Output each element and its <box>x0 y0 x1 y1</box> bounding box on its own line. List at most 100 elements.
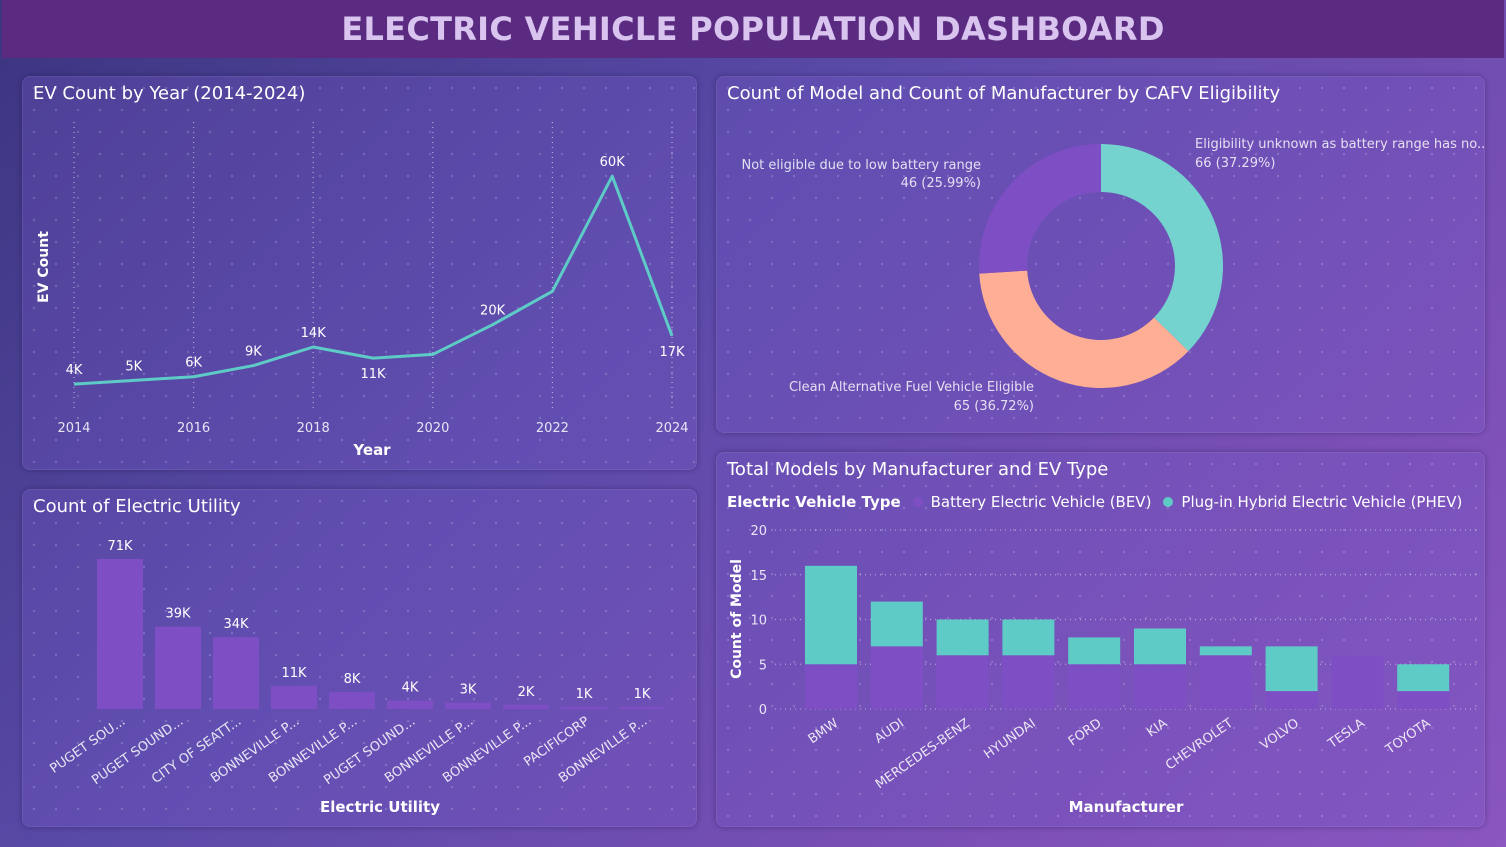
bar-phev-1 <box>870 601 923 647</box>
manufacturer-label-7: VOLVO <box>1258 716 1302 753</box>
manufacturer-label-1: AUDI <box>872 716 907 747</box>
bar-phev-6 <box>1199 646 1252 656</box>
utility-value-label-1: 39K <box>165 607 191 622</box>
utility-bar-4 <box>329 692 375 709</box>
dashboard-header: ELECTRIC VEHICLE POPULATION DASHBOARD <box>2 0 1504 58</box>
y-tick-label: 5 <box>759 658 767 673</box>
data-label-2015: 5K <box>125 359 142 374</box>
ev-type-legend: Electric Vehicle Type Battery Electric V… <box>727 493 1462 511</box>
legend-title: Electric Vehicle Type <box>727 493 901 511</box>
cafv-eligibility-title: Count of Model and Count of Manufacturer… <box>727 83 1281 104</box>
x-tick-label: 2020 <box>416 421 449 436</box>
slice-label-value-2: 46 (25.99%) <box>901 176 981 191</box>
bar-bev-0 <box>805 664 857 709</box>
x-axis-title: Electric Utility <box>320 798 440 816</box>
bar-phev-2 <box>936 619 989 656</box>
x-axis-title: Manufacturer <box>1069 798 1184 816</box>
electric-utility-panel[interactable]: Count of Electric Utility 71K PUGET SOU..… <box>22 489 697 827</box>
x-tick-label: 2018 <box>297 421 330 436</box>
cafv-donut-chart[interactable]: Eligibility unknown as battery range has… <box>717 77 1484 432</box>
bar-bev-1 <box>870 646 923 709</box>
x-tick-label: 2024 <box>655 421 688 436</box>
bar-phev-4 <box>1068 637 1121 665</box>
ev-count-by-year-title: EV Count by Year (2014-2024) <box>33 83 306 104</box>
utility-bar-2 <box>213 637 259 709</box>
data-label-2021: 20K <box>480 304 506 319</box>
y-axis-title: EV Count <box>36 231 52 303</box>
slice-label-name-0: Eligibility unknown as battery range has… <box>1195 137 1484 152</box>
manufacturer-label-5: KIA <box>1144 716 1170 741</box>
slice-label-value-1: 65 (36.72%) <box>954 399 1034 414</box>
bar-bev-5 <box>1134 664 1186 709</box>
slice-label-name-2: Not eligible due to low battery range <box>741 158 981 173</box>
utility-value-label-3: 11K <box>281 666 307 681</box>
legend-phev-swatch <box>1163 497 1174 507</box>
y-tick-label: 15 <box>750 569 767 584</box>
utility-value-label-5: 4K <box>402 681 419 696</box>
bar-bev-6 <box>1199 655 1252 709</box>
manufacturer-label-8: TESLA <box>1325 716 1368 752</box>
utility-bar-0 <box>97 559 143 709</box>
dashboard-title: ELECTRIC VEHICLE POPULATION DASHBOARD <box>341 10 1165 48</box>
slice-label-value-0: 66 (37.29%) <box>1195 156 1275 171</box>
manufacturer-label-3: HYUNDAI <box>981 716 1038 762</box>
legend-phev-label[interactable]: Plug-in Hybrid Electric Vehicle (PHEV) <box>1181 493 1463 511</box>
bar-bev-2 <box>936 655 989 709</box>
bar-bev-3 <box>1002 655 1055 709</box>
utility-value-label-9: 1K <box>634 687 651 702</box>
bar-phev-5 <box>1134 628 1186 665</box>
y-tick-label: 0 <box>759 703 767 718</box>
models-by-manufacturer-title: Total Models by Manufacturer and EV Type <box>727 459 1109 480</box>
utility-value-label-7: 2K <box>518 685 535 700</box>
data-label-2016: 6K <box>185 356 202 371</box>
ev-count-line-chart[interactable]: 2014 2016 2018 2020 2022 2024 4K 5K 6K 9K 14K 11K 20… <box>23 77 696 469</box>
y-tick-label: 20 <box>750 524 767 539</box>
bar-phev-7 <box>1265 646 1318 692</box>
utility-bar-5 <box>387 700 433 709</box>
slice-label-name-1: Clean Alternative Fuel Vehicle Eligible <box>789 380 1034 395</box>
ev-count-by-year-panel[interactable]: EV Count by Year (2014-2024) 2014 2016 201… <box>22 76 697 470</box>
donut-slice-0 <box>1101 144 1223 352</box>
bar-bev-8 <box>1331 655 1384 709</box>
data-label-2019: 11K <box>360 367 386 382</box>
y-tick-label: 10 <box>750 614 767 629</box>
electric-utility-title: Count of Electric Utility <box>33 496 241 517</box>
bar-bev-7 <box>1265 691 1318 709</box>
utility-value-label-6: 3K <box>460 683 477 698</box>
utility-bar-8 <box>561 706 607 709</box>
utility-bar-6 <box>445 702 491 709</box>
data-label-2017: 9K <box>245 345 262 360</box>
utility-value-label-4: 8K <box>344 672 361 687</box>
data-label-2024: 17K <box>659 345 685 360</box>
utility-value-label-0: 71K <box>107 539 133 554</box>
x-tick-label: 2022 <box>536 421 569 436</box>
legend-bev-label[interactable]: Battery Electric Vehicle (BEV) <box>930 493 1152 511</box>
utility-bar-7 <box>503 704 549 709</box>
utility-bar-1 <box>155 626 201 709</box>
utility-bar-3 <box>271 685 317 709</box>
bar-bev-9 <box>1397 691 1450 709</box>
x-tick-label: 2016 <box>177 421 210 436</box>
y-axis-title: Count of Model <box>729 559 745 679</box>
manufacturer-label-9: TOYOTA <box>1382 716 1433 758</box>
models-by-manufacturer-panel[interactable]: Total Models by Manufacturer and EV Type… <box>716 452 1485 827</box>
manufacturer-label-0: BMW <box>806 716 842 747</box>
data-label-2018: 14K <box>301 326 327 341</box>
manufacturer-label-4: FORD <box>1066 716 1105 749</box>
utility-bar-9 <box>619 706 665 709</box>
donut-slice-1 <box>979 270 1189 389</box>
ev-count-series-line <box>73 174 674 386</box>
bar-phev-9 <box>1397 664 1450 692</box>
utility-value-label-2: 34K <box>223 617 249 632</box>
legend-bev-swatch <box>912 497 923 507</box>
donut-slice-2 <box>979 144 1101 274</box>
x-axis-title: Year <box>352 441 391 459</box>
data-label-2014: 4K <box>66 363 83 378</box>
manufacturer-label-6: CHEVROLET <box>1163 716 1236 773</box>
bar-phev-3 <box>1002 619 1055 656</box>
cafv-eligibility-panel[interactable]: Count of Model and Count of Manufacturer… <box>716 76 1485 433</box>
bar-phev-0 <box>805 565 857 665</box>
x-tick-label: 2014 <box>57 421 90 436</box>
